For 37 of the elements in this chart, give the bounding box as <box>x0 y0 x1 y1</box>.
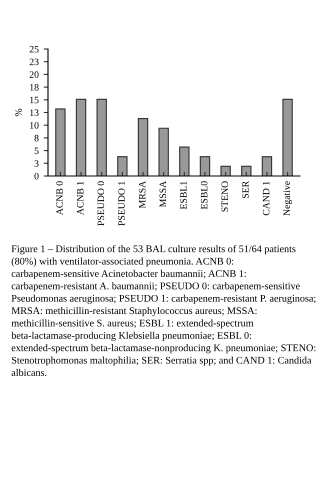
x-tick-label: ESBL0 <box>200 181 208 210</box>
y-tick-label: 10 <box>30 122 39 129</box>
y-tick-label: 5 <box>34 148 39 154</box>
x-tick-label: MSSA <box>160 180 166 208</box>
bar <box>179 146 190 176</box>
bar <box>220 166 231 176</box>
bar <box>262 156 272 176</box>
x-tick-label: PSEUDO 0 <box>98 181 104 226</box>
bar <box>55 108 66 176</box>
x-tick-label: MRSA <box>138 180 146 208</box>
y-tick-label: 25 <box>30 46 39 52</box>
x-tick-label: SER <box>242 180 249 198</box>
y-tick-label: 23 <box>30 58 39 66</box>
x-tick-label: Negative <box>283 181 292 216</box>
y-tick-label: 20 <box>30 71 39 78</box>
x-tick-label: STENO <box>222 181 228 212</box>
text: Figure 1 – Distribution of the 53 BAL culture results of 51/64 patients (80%) with ventilator-associated pneumonia. ACNB 0: carbapenem-sensitive Acinetobacter baumannii; ACNB 1: carbapenem-resistant A. baumannii; PSEUDO 0: carbapenem-sensitive Pseudomonas aeruginosa; PSEUDO 1: carbapenem-resistant P. aeruginosa; MRSA: methicillin-resistant Staphylococcus aureus; MSSA: methicillin-sensitive S. aureus; ESBL 1: extended-spectrum beta-lactamase-producing Klebsiella pneumoniae; ESBL 0: extended-spectrum beta-lactamase-nonproducing K. pneumoniae; STENO: Stenotrophomonas maltophilia; SER: Serratia spp; and CAND 1: Candida albicans. <box>11 245 316 376</box>
y-tick-label: 0 <box>34 172 39 180</box>
y-tick-label: 18 <box>30 84 39 91</box>
y-axis-title: % <box>15 108 22 116</box>
bar <box>117 156 128 176</box>
x-tick-label: ACNB 1 <box>76 181 84 216</box>
y-tick-label: 13 <box>30 109 39 116</box>
y-tick-label: 15 <box>30 96 39 104</box>
bar <box>241 166 252 176</box>
bar <box>76 98 86 176</box>
x-tick-label: ESBL1 <box>180 181 187 210</box>
y-tick-label: 8 <box>34 134 39 142</box>
bar <box>138 118 148 176</box>
bar <box>158 128 169 176</box>
bar <box>282 98 293 176</box>
x-tick-label: ACNB 0 <box>56 181 63 216</box>
y-tick-label: 3 <box>34 160 39 167</box>
x-tick-label: PSEUDO 1 <box>118 181 125 226</box>
x-tick-label: CAND 1 <box>262 181 270 216</box>
bar <box>200 156 210 176</box>
bar <box>96 98 107 176</box>
